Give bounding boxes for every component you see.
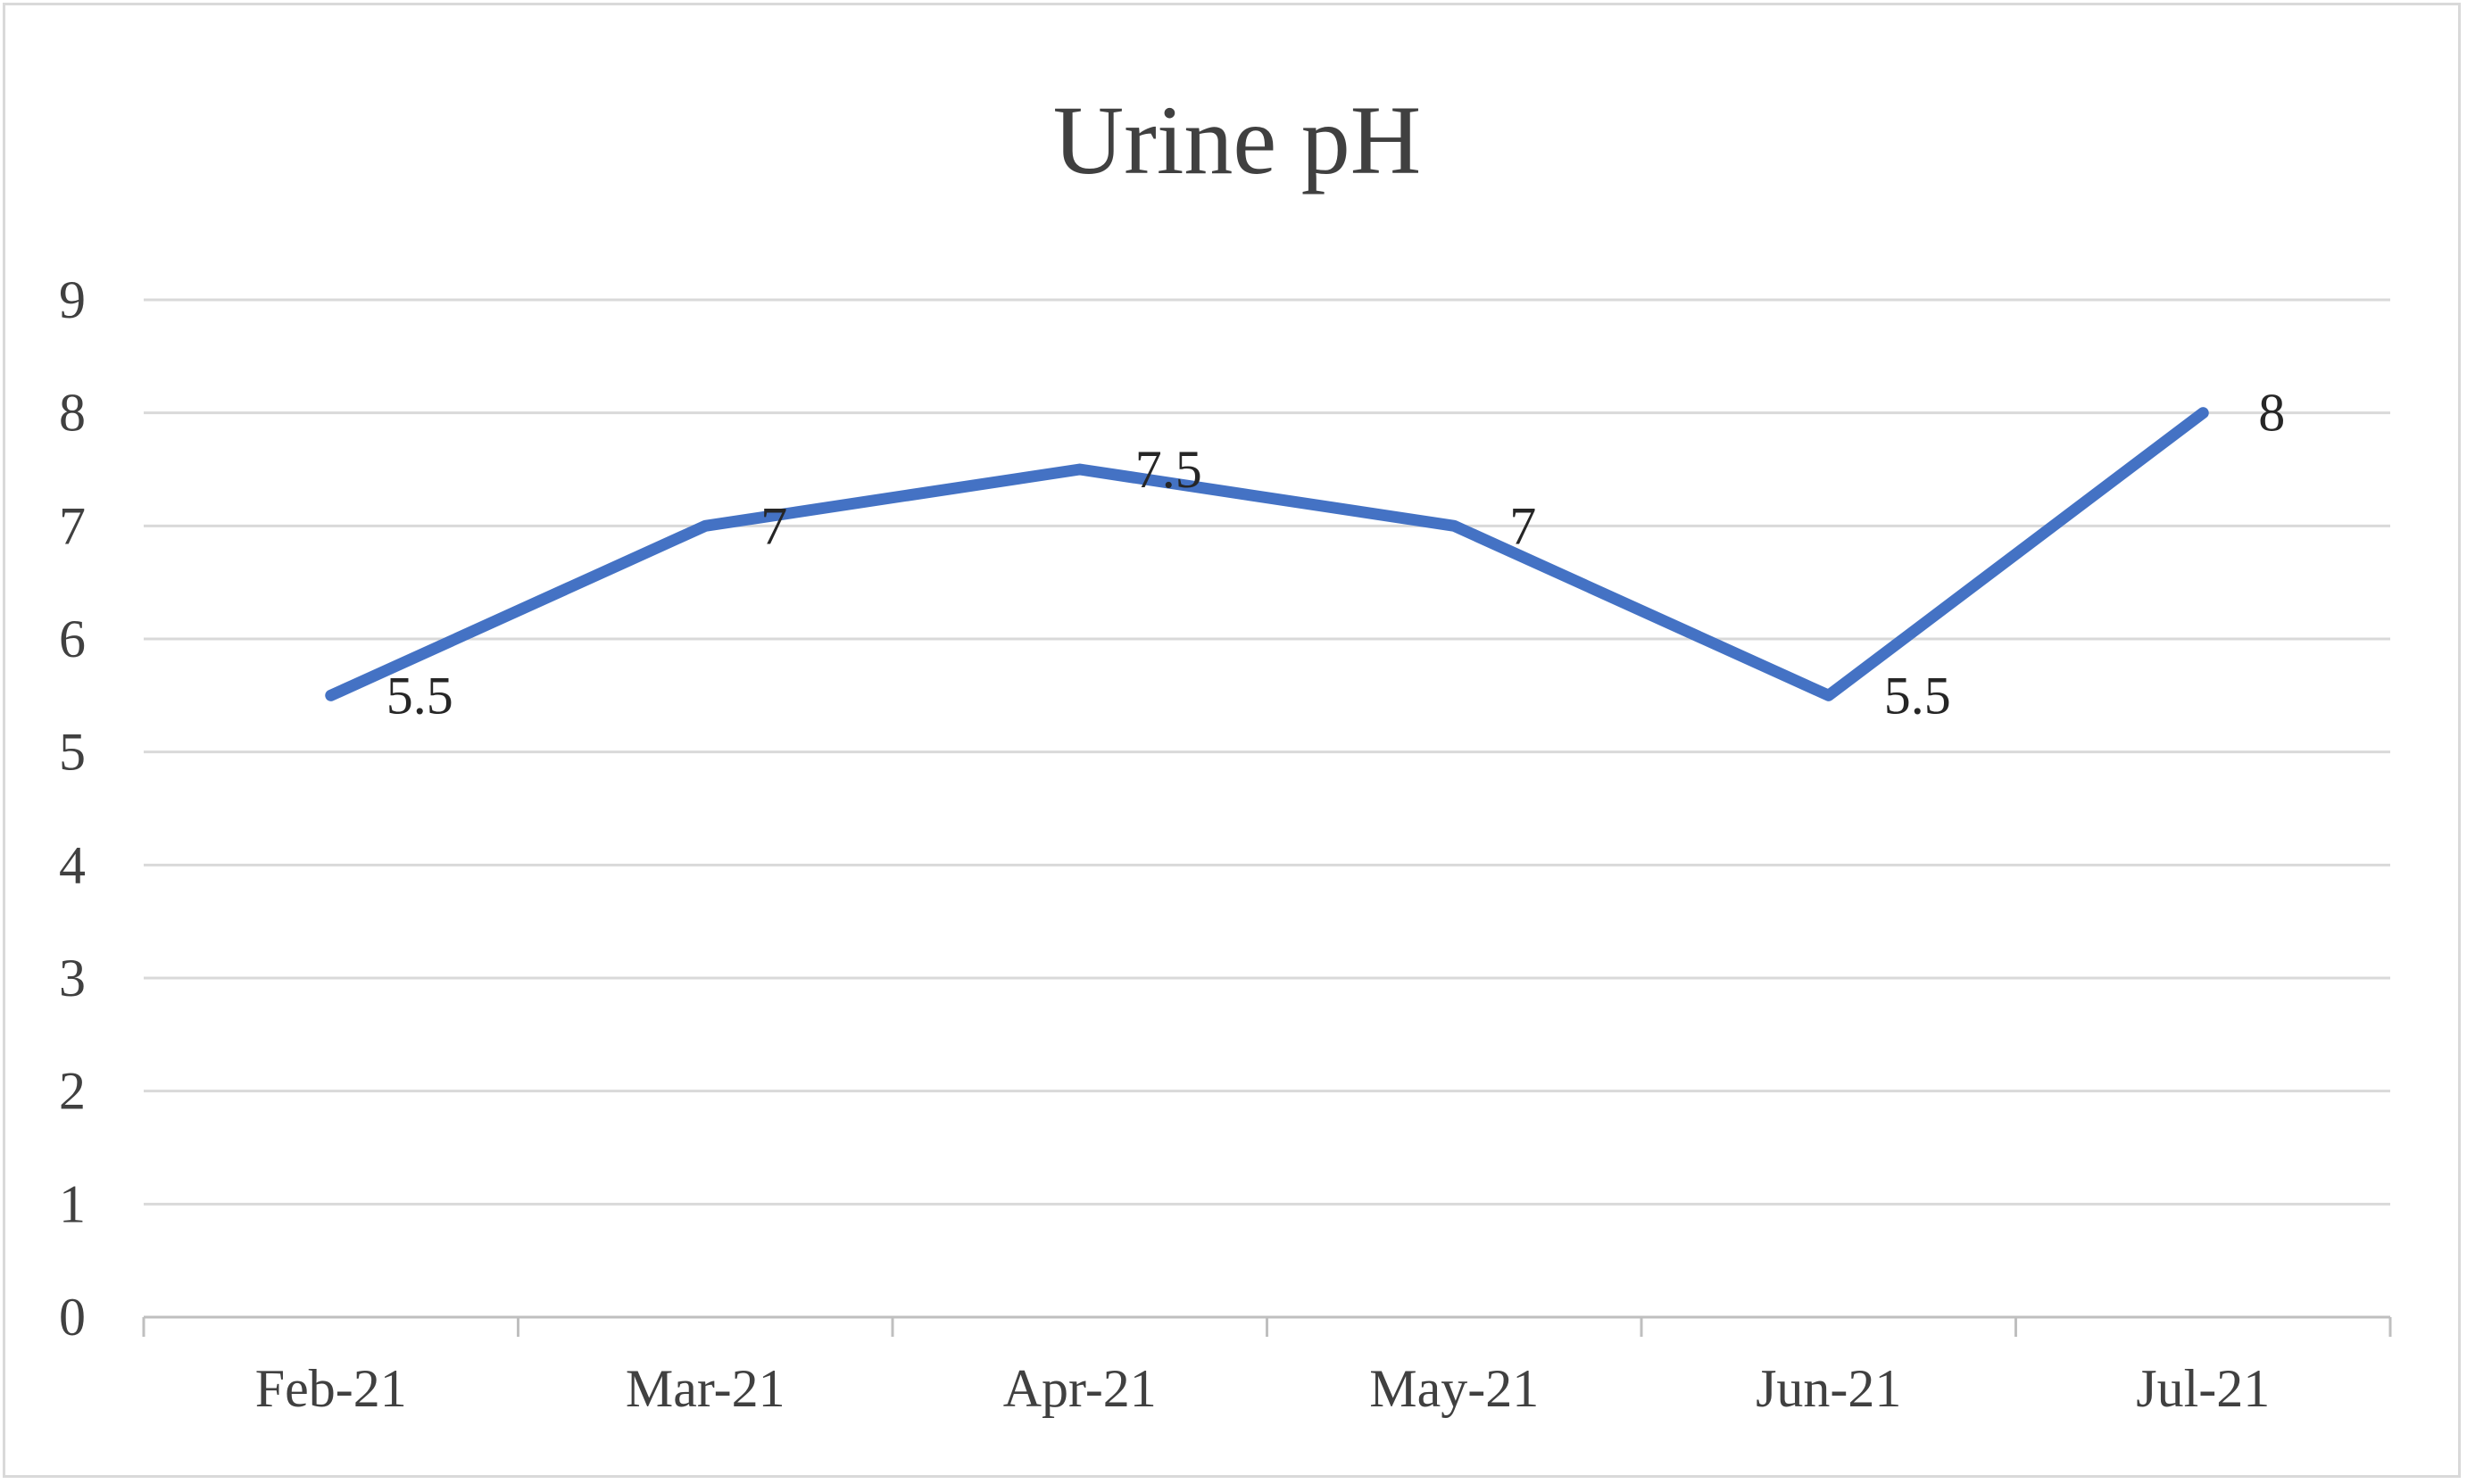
y-tick-label: 9 [59, 270, 86, 329]
y-tick-label: 1 [59, 1174, 86, 1233]
y-axis-tick-labels: 0 1 2 3 4 5 6 7 8 9 [59, 270, 86, 1347]
x-tick-label: Apr-21 [1003, 1359, 1157, 1418]
data-label: 5.5 [386, 666, 453, 725]
y-tick-label: 7 [59, 496, 86, 555]
data-labels: 5.5 7 7.5 7 5.5 8 [386, 384, 2286, 725]
y-tick-label: 6 [59, 609, 86, 668]
chart-title: Urine pH [1053, 86, 1421, 195]
data-point [2202, 411, 2205, 414]
x-axis [142, 1315, 2392, 1337]
data-label: 8 [2258, 384, 2285, 443]
y-tick-label: 4 [59, 835, 86, 894]
data-point [329, 694, 332, 697]
x-tick-label: Mar-21 [626, 1359, 785, 1418]
data-point [1078, 468, 1081, 470]
data-point [1453, 525, 1456, 527]
data-point [704, 525, 707, 527]
x-tick-label: Jul-21 [2136, 1359, 2270, 1418]
x-tick-label: May-21 [1369, 1359, 1539, 1418]
data-label: 5.5 [1884, 666, 1951, 725]
series-line [325, 407, 2209, 701]
y-tick-label: 2 [59, 1062, 86, 1121]
series-lines [325, 407, 2209, 701]
gridlines [144, 298, 2390, 1206]
y-tick-label: 8 [59, 384, 86, 443]
y-tick-label: 5 [59, 723, 86, 782]
data-point [1827, 694, 1830, 697]
y-tick-label: 0 [59, 1288, 86, 1347]
data-label: 7.5 [1135, 440, 1202, 499]
x-axis-tick-labels: Feb-21 Mar-21 Apr-21 May-21 Jun-21 Jul-21 [255, 1359, 2270, 1418]
data-label: 7 [1509, 496, 1536, 555]
x-tick-label: Jun-21 [1756, 1359, 1901, 1418]
line-chart: Urine pH 0 1 2 3 4 5 6 7 8 9 Feb-21 Mar-21 Apr-21 Ma… [59, 86, 2392, 1418]
data-label: 7 [760, 496, 787, 555]
y-tick-label: 3 [59, 949, 86, 1007]
chart-frame: Urine pH 0 1 2 3 4 5 6 7 8 9 Feb-21 Mar-21 Apr-21 Ma… [3, 3, 2461, 1478]
x-tick-label: Feb-21 [255, 1359, 407, 1418]
